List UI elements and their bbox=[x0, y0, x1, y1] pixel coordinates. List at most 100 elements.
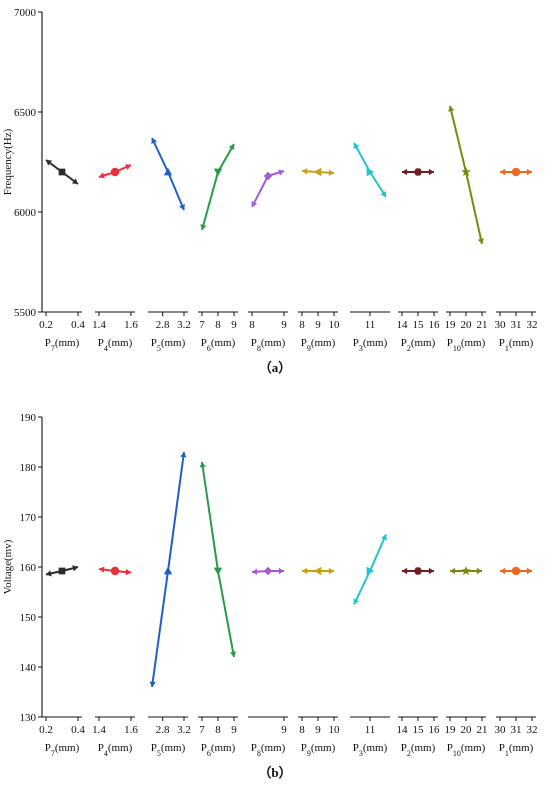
param-subscript: 5 bbox=[157, 344, 161, 353]
x-tick-label: 2.8 bbox=[156, 724, 170, 736]
series-p7: 0.2 0.4 P7(mm) bbox=[39, 159, 85, 353]
x-tick-label: 16 bbox=[429, 319, 441, 331]
x-tick-label: 0.2 bbox=[39, 319, 53, 331]
x-tick-label: 30 bbox=[495, 724, 507, 736]
series-end-marker bbox=[151, 138, 158, 144]
x-tick-label: 16 bbox=[429, 724, 441, 736]
series-p8: 9 P8(mm) bbox=[248, 566, 288, 758]
x-tick-label: 7 bbox=[199, 319, 205, 331]
param-label-p7: P7(mm) bbox=[45, 337, 80, 353]
x-tick-label: 20 bbox=[461, 319, 473, 331]
x-tick-label: 10 bbox=[329, 319, 341, 331]
data-point-marker bbox=[110, 566, 120, 576]
param-subscript: 6 bbox=[207, 749, 211, 758]
param-label-p4: P4(mm) bbox=[98, 742, 133, 758]
param-label-p5: P5(mm) bbox=[151, 742, 186, 758]
data-point-marker bbox=[213, 168, 223, 177]
series-end-marker bbox=[125, 568, 131, 576]
series-p8: 8 9 P8(mm) bbox=[248, 169, 288, 353]
y-tick-label: 140 bbox=[20, 662, 37, 674]
series-end-marker bbox=[200, 224, 207, 230]
series-p4: 1.4 1.6 P4(mm) bbox=[92, 566, 138, 758]
y-tick-label: 6500 bbox=[14, 107, 37, 119]
x-tick-label: 2.8 bbox=[156, 319, 170, 331]
param-label-p4: P4(mm) bbox=[98, 337, 133, 353]
param-label-p9: P9(mm) bbox=[301, 337, 336, 353]
frequency-chart: 5500 6000 6500 7000 Frequency(Hz) 0.2 0.4 P7(mm… bbox=[2, 7, 538, 375]
x-tick-label: 7 bbox=[199, 724, 205, 736]
x-tick-label: 9 bbox=[315, 724, 321, 736]
series-end-marker bbox=[71, 178, 78, 184]
data-point-marker bbox=[163, 566, 173, 575]
param-subscript: 6 bbox=[207, 344, 211, 353]
series-p5: 2.8 3.2 P5(mm) bbox=[148, 137, 191, 353]
series-end-marker bbox=[125, 164, 131, 170]
data-point-marker bbox=[263, 171, 273, 181]
panel-caption: （a） bbox=[259, 360, 292, 375]
x-tick-label: 10 bbox=[329, 724, 341, 736]
y-tick-label: 180 bbox=[20, 462, 37, 474]
param-label-p3: P3(mm) bbox=[353, 742, 388, 758]
data-point-marker bbox=[263, 566, 273, 576]
x-tick-label: 32 bbox=[527, 319, 538, 331]
param-label-p9: P9(mm) bbox=[301, 742, 336, 758]
series-end-marker bbox=[302, 168, 308, 175]
x-tick-label: 8 bbox=[215, 724, 221, 736]
param-subscript: 1 bbox=[505, 749, 509, 758]
param-label-p6: P6(mm) bbox=[201, 337, 236, 353]
y-tick-label: 130 bbox=[20, 712, 37, 724]
x-tick-label: 1.6 bbox=[124, 724, 138, 736]
x-tick-label: 11 bbox=[365, 319, 376, 331]
x-tick-label: 19 bbox=[445, 319, 457, 331]
param-label-p3: P3(mm) bbox=[353, 337, 388, 353]
x-tick-label: 20 bbox=[461, 724, 473, 736]
series-p5: 2.8 3.2 P5(mm) bbox=[148, 451, 191, 758]
series-p2: 14 15 16 P2(mm) bbox=[397, 567, 441, 758]
x-tick-label: 3.2 bbox=[177, 319, 191, 331]
data-point-marker bbox=[366, 167, 375, 177]
x-tick-label: 1.6 bbox=[124, 319, 138, 331]
series-end-marker bbox=[72, 565, 78, 572]
x-tick-label: 0.4 bbox=[71, 319, 85, 331]
x-tick-label: 9 bbox=[281, 724, 287, 736]
panel-caption: （b） bbox=[258, 765, 291, 780]
x-tick-label: 8 bbox=[299, 319, 305, 331]
series-p7: 0.2 0.4 P7(mm) bbox=[39, 565, 85, 758]
y-axis-label: Frequency(Hz) bbox=[2, 128, 14, 195]
x-tick-label: 21 bbox=[477, 319, 488, 331]
x-tick-label: 30 bbox=[495, 319, 507, 331]
series-end-marker bbox=[328, 567, 334, 575]
series-end-marker bbox=[251, 200, 258, 207]
y-tick-label: 7000 bbox=[14, 7, 37, 19]
series-p2: 14 15 16 P2(mm) bbox=[397, 168, 441, 353]
y-tick-label: 160 bbox=[20, 562, 37, 574]
series-end-marker bbox=[278, 169, 284, 176]
x-tick-label: 0.2 bbox=[39, 724, 53, 736]
data-point-marker bbox=[413, 567, 423, 575]
param-subscript: 2 bbox=[407, 344, 411, 353]
x-tick-label: 1.4 bbox=[92, 724, 106, 736]
series-end-marker bbox=[500, 168, 506, 176]
param-subscript: 5 bbox=[157, 749, 161, 758]
data-point-marker bbox=[313, 167, 322, 177]
x-tick-label: 14 bbox=[397, 724, 409, 736]
data-point-marker bbox=[163, 167, 173, 176]
x-tick-label: 15 bbox=[413, 724, 425, 736]
series-end-marker bbox=[428, 168, 434, 176]
series-p6: 7 8 9 P6(mm) bbox=[198, 143, 238, 353]
series-end-marker bbox=[252, 568, 258, 575]
series-end-marker bbox=[180, 452, 187, 458]
series-end-marker bbox=[353, 143, 360, 150]
series-end-marker bbox=[477, 238, 485, 244]
series-p4: 1.4 1.6 P4(mm) bbox=[92, 164, 138, 353]
series-end-marker bbox=[380, 190, 386, 197]
data-point-marker bbox=[461, 565, 471, 576]
series-line bbox=[201, 143, 235, 231]
param-subscript: 9 bbox=[307, 749, 311, 758]
x-tick-label: 0.4 bbox=[71, 724, 85, 736]
x-tick-label: 8 bbox=[215, 319, 221, 331]
param-subscript: 8 bbox=[257, 344, 261, 353]
x-tick-label: 1.4 bbox=[92, 319, 106, 331]
x-tick-label: 15 bbox=[413, 319, 425, 331]
